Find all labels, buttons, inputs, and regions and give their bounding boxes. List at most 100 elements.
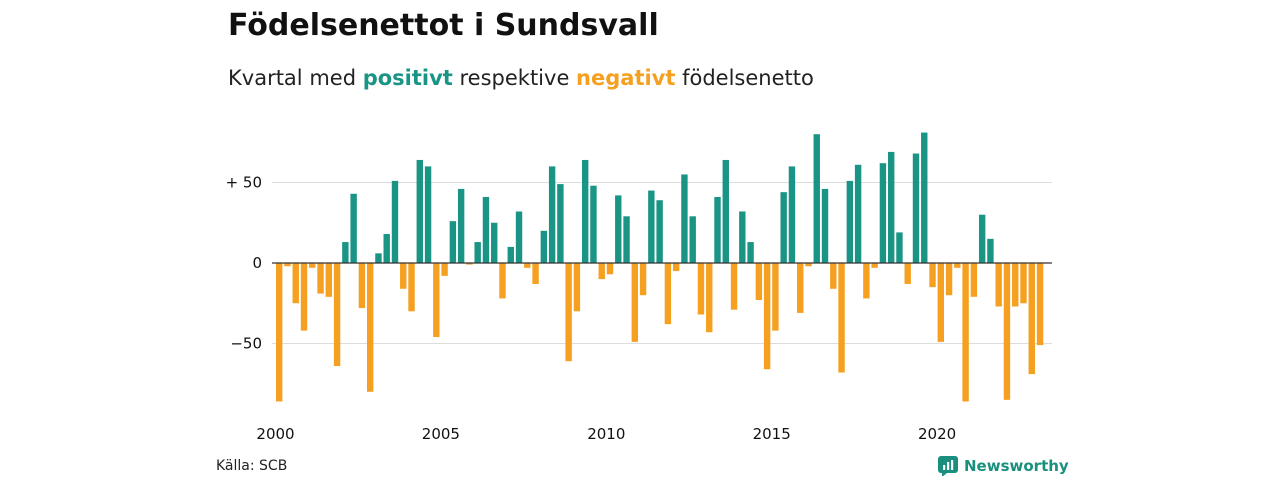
bar bbox=[276, 263, 283, 402]
bar bbox=[937, 263, 944, 342]
bar bbox=[1003, 263, 1011, 400]
bar bbox=[590, 185, 597, 263]
bar bbox=[482, 196, 490, 263]
bar bbox=[830, 263, 837, 289]
bar bbox=[300, 263, 308, 331]
bar bbox=[664, 263, 672, 325]
bar bbox=[400, 263, 407, 289]
bar bbox=[424, 166, 432, 263]
bar bbox=[606, 263, 614, 275]
bar bbox=[854, 164, 862, 263]
bar bbox=[507, 246, 514, 263]
bar bbox=[871, 263, 878, 268]
bar bbox=[499, 263, 506, 299]
bar bbox=[457, 188, 465, 263]
bar bbox=[706, 263, 713, 333]
bar bbox=[581, 159, 589, 263]
bar bbox=[846, 180, 854, 263]
bar bbox=[970, 263, 978, 297]
bar bbox=[954, 263, 961, 268]
bar bbox=[1036, 263, 1044, 346]
bar bbox=[623, 216, 630, 263]
x-tick-label: 2000 bbox=[256, 425, 294, 443]
x-tick-label: 2020 bbox=[918, 425, 956, 443]
bar bbox=[648, 190, 655, 263]
bar bbox=[805, 263, 812, 267]
bar bbox=[325, 263, 333, 297]
y-tick-label: −50 bbox=[230, 335, 262, 353]
bar bbox=[730, 263, 738, 310]
bar bbox=[722, 159, 729, 263]
bar bbox=[598, 263, 605, 280]
bar bbox=[1028, 263, 1035, 375]
x-tick-label: 2005 bbox=[422, 425, 460, 443]
bar bbox=[904, 263, 911, 284]
bar bbox=[714, 196, 721, 263]
bar bbox=[557, 184, 564, 263]
brand-logo: Newsworthy bbox=[938, 456, 1069, 476]
bar bbox=[772, 263, 779, 331]
subtitle-positive-label: positivt bbox=[362, 66, 453, 90]
bar bbox=[317, 263, 324, 294]
bar bbox=[292, 263, 299, 304]
bar bbox=[639, 263, 647, 296]
bar bbox=[383, 234, 390, 263]
bar bbox=[987, 238, 994, 263]
bar bbox=[697, 263, 705, 315]
chart-subtitle: Kvartal med positivt respektive negativt… bbox=[228, 66, 814, 90]
bar bbox=[978, 214, 986, 263]
bar bbox=[739, 211, 746, 263]
bar bbox=[797, 263, 804, 313]
y-tick-label: + 50 bbox=[226, 174, 262, 192]
bar bbox=[821, 188, 829, 263]
bar bbox=[672, 263, 680, 272]
bar bbox=[921, 132, 928, 263]
bar bbox=[615, 195, 622, 263]
bar bbox=[879, 163, 887, 263]
bar bbox=[366, 263, 374, 392]
bar bbox=[945, 263, 953, 296]
chart-title: Födelsenettot i Sundsvall bbox=[228, 8, 659, 43]
bar bbox=[565, 263, 572, 362]
bar bbox=[416, 159, 423, 263]
bar bbox=[788, 166, 796, 263]
bar bbox=[515, 211, 523, 263]
bar bbox=[681, 174, 688, 263]
subtitle-text-middle: respektive bbox=[452, 66, 577, 90]
bar bbox=[532, 263, 539, 284]
bar bbox=[747, 242, 754, 263]
bar bbox=[656, 200, 663, 263]
bar bbox=[449, 221, 457, 263]
subtitle-text-end: födelsenetto bbox=[675, 66, 814, 90]
subtitle-negative-label: negativt bbox=[576, 66, 676, 90]
bar bbox=[813, 134, 820, 263]
bar bbox=[763, 263, 771, 370]
subtitle-text-start: Kvartal med bbox=[228, 66, 363, 90]
y-tick-label: 0 bbox=[252, 254, 262, 272]
bar bbox=[391, 180, 399, 263]
bar bbox=[309, 263, 316, 268]
x-tick-label: 2010 bbox=[587, 425, 625, 443]
bar bbox=[780, 192, 787, 263]
bar bbox=[548, 166, 556, 263]
bar bbox=[284, 263, 291, 267]
bar bbox=[912, 153, 920, 263]
bar bbox=[995, 263, 1002, 307]
x-tick-label: 2015 bbox=[753, 425, 791, 443]
brand-name: Newsworthy bbox=[964, 457, 1069, 475]
bar bbox=[631, 263, 639, 342]
bar bbox=[689, 216, 696, 263]
bar bbox=[755, 263, 763, 301]
bar bbox=[433, 263, 440, 338]
bar bbox=[838, 263, 845, 373]
bar bbox=[540, 230, 548, 263]
bar bbox=[1020, 263, 1027, 304]
bar bbox=[441, 263, 448, 276]
bar bbox=[350, 193, 357, 263]
source-note: Källa: SCB bbox=[216, 458, 288, 474]
bar bbox=[962, 263, 969, 402]
bar bbox=[887, 151, 895, 263]
bar bbox=[466, 263, 473, 265]
bar bbox=[929, 263, 936, 288]
